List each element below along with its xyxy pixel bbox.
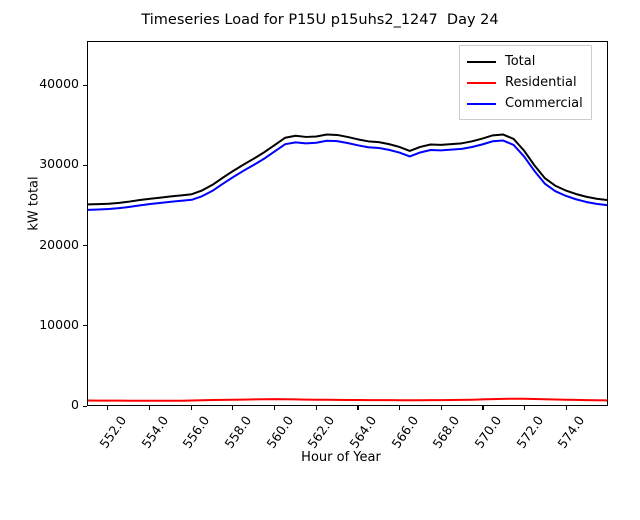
legend-label: Commercial — [505, 96, 583, 111]
x-tick-mark — [190, 406, 192, 410]
x-tick-label: 572.0 — [513, 413, 546, 451]
x-tick-mark — [232, 406, 234, 410]
x-tick-label: 562.0 — [304, 413, 338, 451]
x-tick-label: 556.0 — [179, 413, 213, 451]
chart-figure: Timeseries Load for P15U p15uhs2_1247 Da… — [27, 12, 608, 465]
legend-item-commercial[interactable]: Commercial — [467, 93, 583, 114]
x-tick-mark — [399, 406, 401, 410]
chart-legend: Total Residential Commercial — [459, 45, 592, 120]
y-tick-label: 10000 — [39, 316, 79, 332]
x-tick-label: 552.0 — [96, 413, 130, 451]
y-tick-mark — [83, 84, 87, 86]
y-tick-label: 0 — [71, 397, 79, 412]
series-canvas — [88, 42, 607, 405]
x-tick-mark — [107, 406, 109, 410]
legend-swatch-total — [467, 60, 496, 63]
y-tick-label: 30000 — [39, 156, 79, 172]
legend-swatch-residential — [467, 81, 496, 84]
series-line-residential — [88, 399, 607, 401]
series-line-total — [88, 135, 607, 205]
y-tick-mark — [83, 245, 87, 247]
legend-swatch-commercial — [467, 102, 496, 105]
y-tick-mark — [83, 164, 87, 166]
series-line-commercial — [88, 141, 607, 210]
x-tick-label: 568.0 — [429, 413, 463, 451]
x-tick-label: 558.0 — [221, 413, 255, 451]
y-tick-mark — [83, 405, 87, 407]
x-tick-mark — [440, 406, 442, 410]
plot-area — [87, 41, 608, 406]
x-tick-label: 564.0 — [346, 413, 380, 451]
x-tick-mark — [357, 406, 359, 410]
x-tick-label: 566.0 — [388, 413, 421, 451]
x-tick-label: 554.0 — [137, 413, 171, 451]
chart-title: Timeseries Load for P15U p15uhs2_1247 Da… — [141, 12, 499, 28]
legend-label: Residential — [505, 75, 577, 90]
legend-label: Total — [505, 54, 536, 69]
legend-item-residential[interactable]: Residential — [467, 72, 583, 93]
x-axis-label: Hour of Year — [301, 450, 381, 465]
x-tick-label: 574.0 — [554, 413, 588, 451]
y-tick-label: 20000 — [39, 236, 79, 252]
y-tick-mark — [83, 325, 87, 327]
x-tick-label: 560.0 — [263, 413, 296, 451]
legend-item-total[interactable]: Total — [467, 51, 583, 72]
x-tick-mark — [524, 406, 526, 410]
x-tick-mark — [315, 406, 317, 410]
x-tick-label: 570.0 — [471, 413, 505, 451]
x-tick-mark — [482, 406, 484, 410]
x-tick-mark — [149, 406, 151, 410]
x-tick-mark — [274, 406, 276, 410]
y-tick-label: 40000 — [39, 76, 79, 92]
x-tick-mark — [565, 406, 567, 410]
